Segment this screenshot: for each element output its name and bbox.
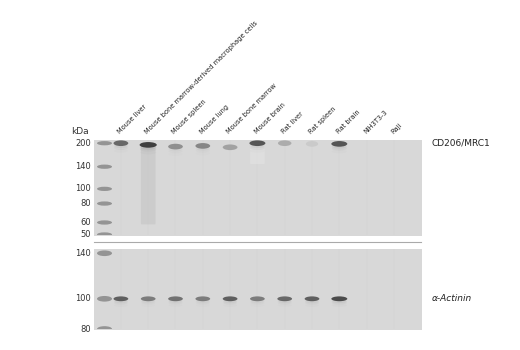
Ellipse shape <box>113 296 128 301</box>
Ellipse shape <box>97 296 112 302</box>
Ellipse shape <box>114 301 128 304</box>
Ellipse shape <box>332 301 347 304</box>
Ellipse shape <box>223 145 238 150</box>
Text: 80: 80 <box>81 324 91 334</box>
Ellipse shape <box>196 296 210 301</box>
Text: α-Actinin: α-Actinin <box>432 294 472 303</box>
Text: 140: 140 <box>75 249 91 258</box>
Ellipse shape <box>114 146 128 150</box>
Ellipse shape <box>97 251 112 256</box>
Text: NIH3T3-3: NIH3T3-3 <box>362 109 388 135</box>
Ellipse shape <box>196 143 210 149</box>
Ellipse shape <box>168 149 183 153</box>
Text: Mouse bone marrow-derived macrophage cells: Mouse bone marrow-derived macrophage cel… <box>144 20 259 135</box>
Ellipse shape <box>306 141 318 147</box>
Ellipse shape <box>305 296 319 301</box>
Text: Mouse liver: Mouse liver <box>116 104 148 135</box>
Ellipse shape <box>332 300 347 303</box>
Ellipse shape <box>168 148 183 151</box>
Ellipse shape <box>141 301 155 304</box>
Text: 60: 60 <box>81 218 91 227</box>
Ellipse shape <box>223 300 237 303</box>
Ellipse shape <box>223 296 238 301</box>
Text: 100: 100 <box>75 294 91 303</box>
Ellipse shape <box>250 140 265 146</box>
Text: 100: 100 <box>75 184 91 193</box>
Text: Rat liver: Rat liver <box>280 111 304 135</box>
Text: CD206/MRC1: CD206/MRC1 <box>432 139 490 148</box>
Ellipse shape <box>139 142 157 148</box>
Ellipse shape <box>305 300 319 303</box>
Text: 140: 140 <box>75 162 91 171</box>
Ellipse shape <box>97 201 112 206</box>
Ellipse shape <box>196 301 210 304</box>
Ellipse shape <box>97 187 112 191</box>
Ellipse shape <box>278 140 291 146</box>
Text: 200: 200 <box>75 139 91 148</box>
Ellipse shape <box>97 141 112 145</box>
Text: Rat brain: Rat brain <box>335 109 361 135</box>
Ellipse shape <box>114 144 128 148</box>
Text: Mouse spleen: Mouse spleen <box>171 98 208 135</box>
Ellipse shape <box>168 301 183 304</box>
Ellipse shape <box>331 141 347 147</box>
Ellipse shape <box>97 164 112 169</box>
Ellipse shape <box>141 300 155 303</box>
Ellipse shape <box>223 301 237 304</box>
Ellipse shape <box>168 300 183 303</box>
Ellipse shape <box>141 296 155 301</box>
Ellipse shape <box>250 296 265 301</box>
Ellipse shape <box>251 300 264 303</box>
Ellipse shape <box>250 144 265 148</box>
Text: Mouse brain: Mouse brain <box>253 102 287 135</box>
Ellipse shape <box>305 301 319 304</box>
FancyBboxPatch shape <box>141 143 155 224</box>
Ellipse shape <box>114 300 128 303</box>
Ellipse shape <box>278 301 292 304</box>
Ellipse shape <box>113 140 128 146</box>
Ellipse shape <box>97 232 112 237</box>
Ellipse shape <box>251 301 264 304</box>
Ellipse shape <box>140 146 157 149</box>
Text: 50: 50 <box>81 230 91 239</box>
Ellipse shape <box>168 296 183 301</box>
Ellipse shape <box>196 147 210 150</box>
Ellipse shape <box>331 296 347 301</box>
FancyBboxPatch shape <box>250 143 265 164</box>
Ellipse shape <box>196 300 210 303</box>
Ellipse shape <box>250 146 265 150</box>
Text: kDa: kDa <box>71 127 88 136</box>
Ellipse shape <box>168 144 183 149</box>
Ellipse shape <box>277 296 292 301</box>
Text: Raji: Raji <box>389 122 402 135</box>
Text: Rat spleen: Rat spleen <box>308 105 337 135</box>
Ellipse shape <box>140 148 157 152</box>
Ellipse shape <box>97 220 112 225</box>
Text: Mouse bone marrow: Mouse bone marrow <box>226 83 278 135</box>
Text: 80: 80 <box>81 199 91 208</box>
Ellipse shape <box>332 145 347 149</box>
Ellipse shape <box>332 147 347 150</box>
Ellipse shape <box>196 149 210 153</box>
Ellipse shape <box>278 300 292 303</box>
Text: Mouse lung: Mouse lung <box>199 104 230 135</box>
Ellipse shape <box>97 326 112 332</box>
